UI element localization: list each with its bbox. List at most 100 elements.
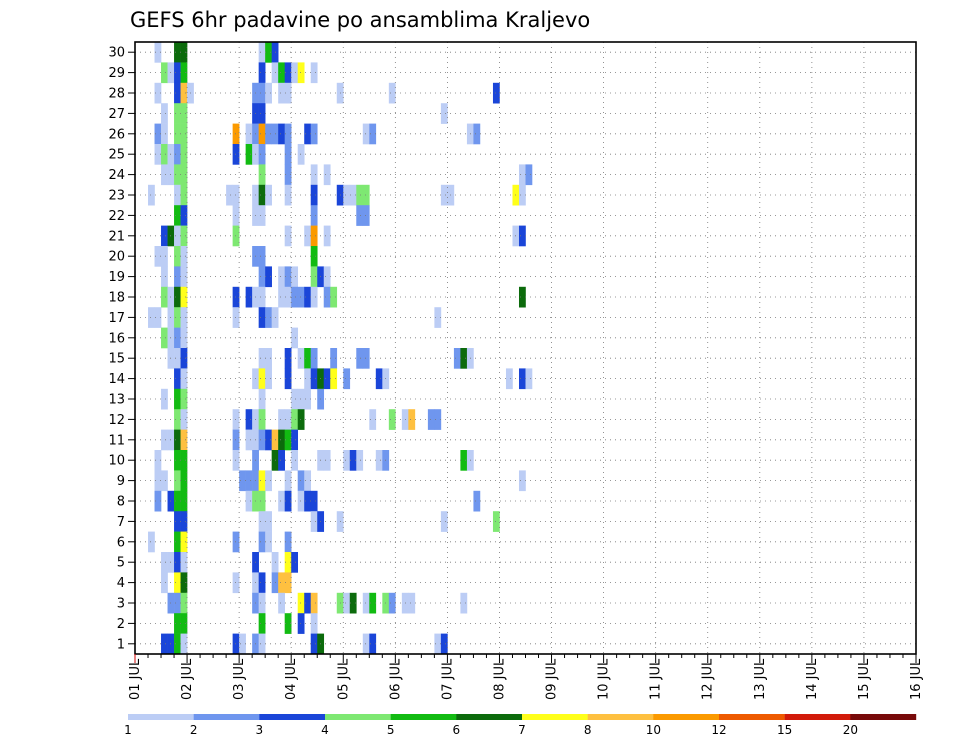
heatmap-cell <box>323 225 331 247</box>
heatmap-cell <box>174 307 181 328</box>
y-tick-label: 21 <box>108 229 125 244</box>
heatmap-cell <box>291 409 299 430</box>
heatmap-cell <box>434 307 442 328</box>
heatmap-cell <box>245 144 253 165</box>
heatmap-cell <box>245 490 253 512</box>
y-tick-label: 2 <box>117 617 125 632</box>
heatmap-cell <box>180 490 188 512</box>
heatmap-cell <box>174 246 181 267</box>
heatmap-cell <box>180 368 188 390</box>
heatmap-cell <box>310 348 318 369</box>
heatmap-cell <box>369 592 377 614</box>
heatmap-cell <box>232 633 240 655</box>
heatmap-cell <box>258 246 266 267</box>
heatmap-cell <box>265 307 272 328</box>
heatmap-cell <box>284 572 292 594</box>
colorbar-label: 8 <box>584 723 592 737</box>
heatmap-cell <box>161 164 168 186</box>
heatmap-cell <box>174 327 181 349</box>
heatmap-cell <box>388 82 396 104</box>
heatmap-cell <box>343 592 351 614</box>
heatmap-cell <box>174 164 181 186</box>
y-tick-label: 28 <box>108 87 125 102</box>
heatmap-cell <box>310 511 318 532</box>
heatmap-cell <box>265 123 272 145</box>
heatmap-cell <box>265 531 272 553</box>
heatmap-cell <box>258 164 266 186</box>
heatmap-cell <box>180 82 188 104</box>
heatmap-cell <box>180 348 188 369</box>
heatmap-cell <box>161 633 168 655</box>
heatmap-cell <box>148 307 155 328</box>
x-tick-label: 11 JUL <box>649 658 664 700</box>
heatmap-cell <box>232 225 240 247</box>
y-tick-label: 7 <box>117 515 125 530</box>
heatmap-cell <box>232 572 240 594</box>
colorbar-legend: 1 2 3 4 5 6 7 8 10 12 15 20 <box>124 714 917 737</box>
heatmap-cell <box>323 286 331 308</box>
heatmap-cell <box>174 409 181 430</box>
heatmap-cell <box>180 450 188 471</box>
heatmap-cell <box>284 123 292 145</box>
y-tick-label: 20 <box>108 250 125 265</box>
heatmap-cell <box>154 490 162 512</box>
heatmap-cell <box>180 225 188 247</box>
heatmap-cell <box>278 592 285 614</box>
x-tick-label: 01 JUL <box>128 658 143 700</box>
heatmap-cell <box>304 368 312 390</box>
heatmap-cell <box>369 123 377 145</box>
heatmap-cell <box>297 62 305 84</box>
heatmap-cell <box>440 633 448 655</box>
heatmap-cell <box>518 470 526 492</box>
y-tick-label: 11 <box>108 433 125 448</box>
heatmap-cell <box>258 103 266 124</box>
heatmap-cell <box>473 123 481 145</box>
y-tick-label: 14 <box>108 372 125 387</box>
heatmap-cell <box>310 368 318 390</box>
heatmap-cell <box>174 613 181 634</box>
heatmap-cell <box>310 225 318 247</box>
heatmap-cell <box>174 184 181 206</box>
y-tick-label: 29 <box>108 66 125 81</box>
heatmap-cell <box>258 42 266 63</box>
heatmap-cell <box>180 429 188 451</box>
colorbar-label: 5 <box>387 723 395 737</box>
heatmap-cell <box>310 266 318 288</box>
heatmap-cell <box>284 552 292 573</box>
heatmap-cell <box>388 592 396 614</box>
heatmap-cell <box>388 409 396 430</box>
x-tick-label: 14 JUL <box>805 658 820 700</box>
heatmap-cell <box>161 246 168 267</box>
heatmap-cell <box>265 511 272 532</box>
heatmap-cell <box>518 286 526 308</box>
y-tick-label: 6 <box>117 535 125 550</box>
heatmap-cell <box>304 225 312 247</box>
heatmap-cell <box>180 572 188 594</box>
heatmap-cell <box>154 82 162 104</box>
heatmap-cell <box>278 572 285 594</box>
heatmap-cell <box>330 348 338 369</box>
heatmap-cell <box>505 368 513 390</box>
heatmap-cell <box>258 62 266 84</box>
y-tick-label: 8 <box>117 495 125 510</box>
colorbar-label: 4 <box>321 723 329 737</box>
heatmap-cell <box>258 144 266 165</box>
heatmap-cell <box>174 266 181 288</box>
heatmap-cell <box>297 348 305 369</box>
heatmap-cell <box>265 184 272 206</box>
heatmap-cell <box>304 470 312 492</box>
heatmap-cell <box>440 511 448 532</box>
x-tick-label: 08 JUL <box>493 658 508 700</box>
heatmap-cell <box>258 613 266 634</box>
heatmap-cell <box>154 123 162 145</box>
heatmap-cell <box>356 184 364 206</box>
heatmap-cell <box>284 368 292 390</box>
y-tick-label: 4 <box>117 576 125 591</box>
colorbar-label: 20 <box>843 723 858 737</box>
heatmap-cell <box>310 633 318 655</box>
heatmap-cell <box>161 103 168 124</box>
colorbar-swatch <box>784 714 851 720</box>
x-tick-label: 09 JUL <box>545 658 560 700</box>
x-tick-label: 04 JUL <box>284 658 299 700</box>
heatmap-cell <box>297 409 305 430</box>
